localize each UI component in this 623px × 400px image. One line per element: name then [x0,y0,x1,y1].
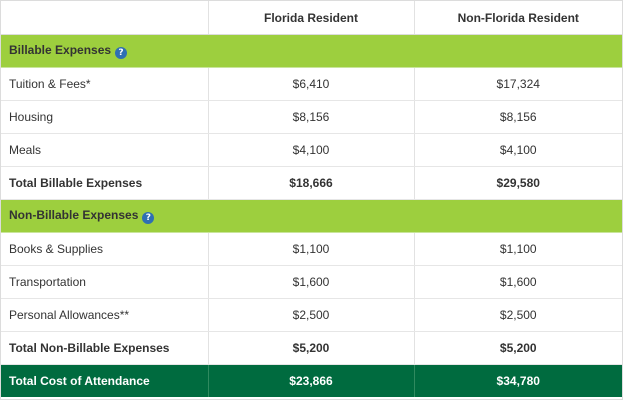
florida-value: $4,100 [208,133,415,167]
table-row: Transportation $1,600 $1,600 [1,265,622,299]
row-label: Personal Allowances** [1,298,209,332]
table-header-row: Florida Resident Non-Florida Resident [1,1,622,35]
table-row: Housing $8,156 $8,156 [1,100,622,134]
table-row: Meals $4,100 $4,100 [1,133,622,167]
florida-value: $1,100 [208,232,415,266]
non-florida-value: $2,500 [414,298,622,332]
total-label: Total Non-Billable Expenses [1,331,209,365]
non-florida-total: $29,580 [414,166,622,200]
section-title-cell: Non-Billable Expenses? [1,199,622,233]
header-label-column [1,1,209,35]
florida-value: $6,410 [208,67,415,101]
table-row: Books & Supplies $1,100 $1,100 [1,232,622,266]
row-label: Books & Supplies [1,232,209,266]
grand-total-row: Total Cost of Attendance $23,866 $34,780 [1,364,622,397]
question-circle-icon[interactable]: ? [142,212,155,224]
header-florida-resident: Florida Resident [208,1,415,35]
non-florida-value: $8,156 [414,100,622,134]
florida-value: $8,156 [208,100,415,134]
total-label: Total Billable Expenses [1,166,209,200]
florida-value: $2,500 [208,298,415,332]
non-florida-value: $1,600 [414,265,622,299]
question-circle-icon[interactable]: ? [115,47,128,59]
header-non-florida-resident: Non-Florida Resident [414,1,622,35]
section-title-billable: Billable Expenses [9,43,112,57]
florida-total: $18,666 [208,166,415,200]
table-row: Personal Allowances** $2,500 $2,500 [1,298,622,332]
total-row-billable: Total Billable Expenses $18,666 $29,580 [1,166,622,200]
section-header-non-billable: Non-Billable Expenses? [1,199,622,233]
florida-value: $1,600 [208,265,415,299]
row-label: Tuition & Fees* [1,67,209,101]
table-row: Tuition & Fees* $6,410 $17,324 [1,67,622,101]
row-label: Transportation [1,265,209,299]
non-florida-grand-total: $34,780 [414,364,622,397]
non-florida-value: $1,100 [414,232,622,266]
florida-grand-total: $23,866 [208,364,415,397]
florida-total: $5,200 [208,331,415,365]
grand-total-label: Total Cost of Attendance [1,364,209,397]
section-title-cell: Billable Expenses? [1,34,622,68]
section-title-non-billable: Non-Billable Expenses [9,208,139,222]
row-label: Housing [1,100,209,134]
non-florida-value: $17,324 [414,67,622,101]
section-header-billable: Billable Expenses? [1,34,622,68]
non-florida-total: $5,200 [414,331,622,365]
total-row-non-billable: Total Non-Billable Expenses $5,200 $5,20… [1,331,622,365]
row-label: Meals [1,133,209,167]
non-florida-value: $4,100 [414,133,622,167]
